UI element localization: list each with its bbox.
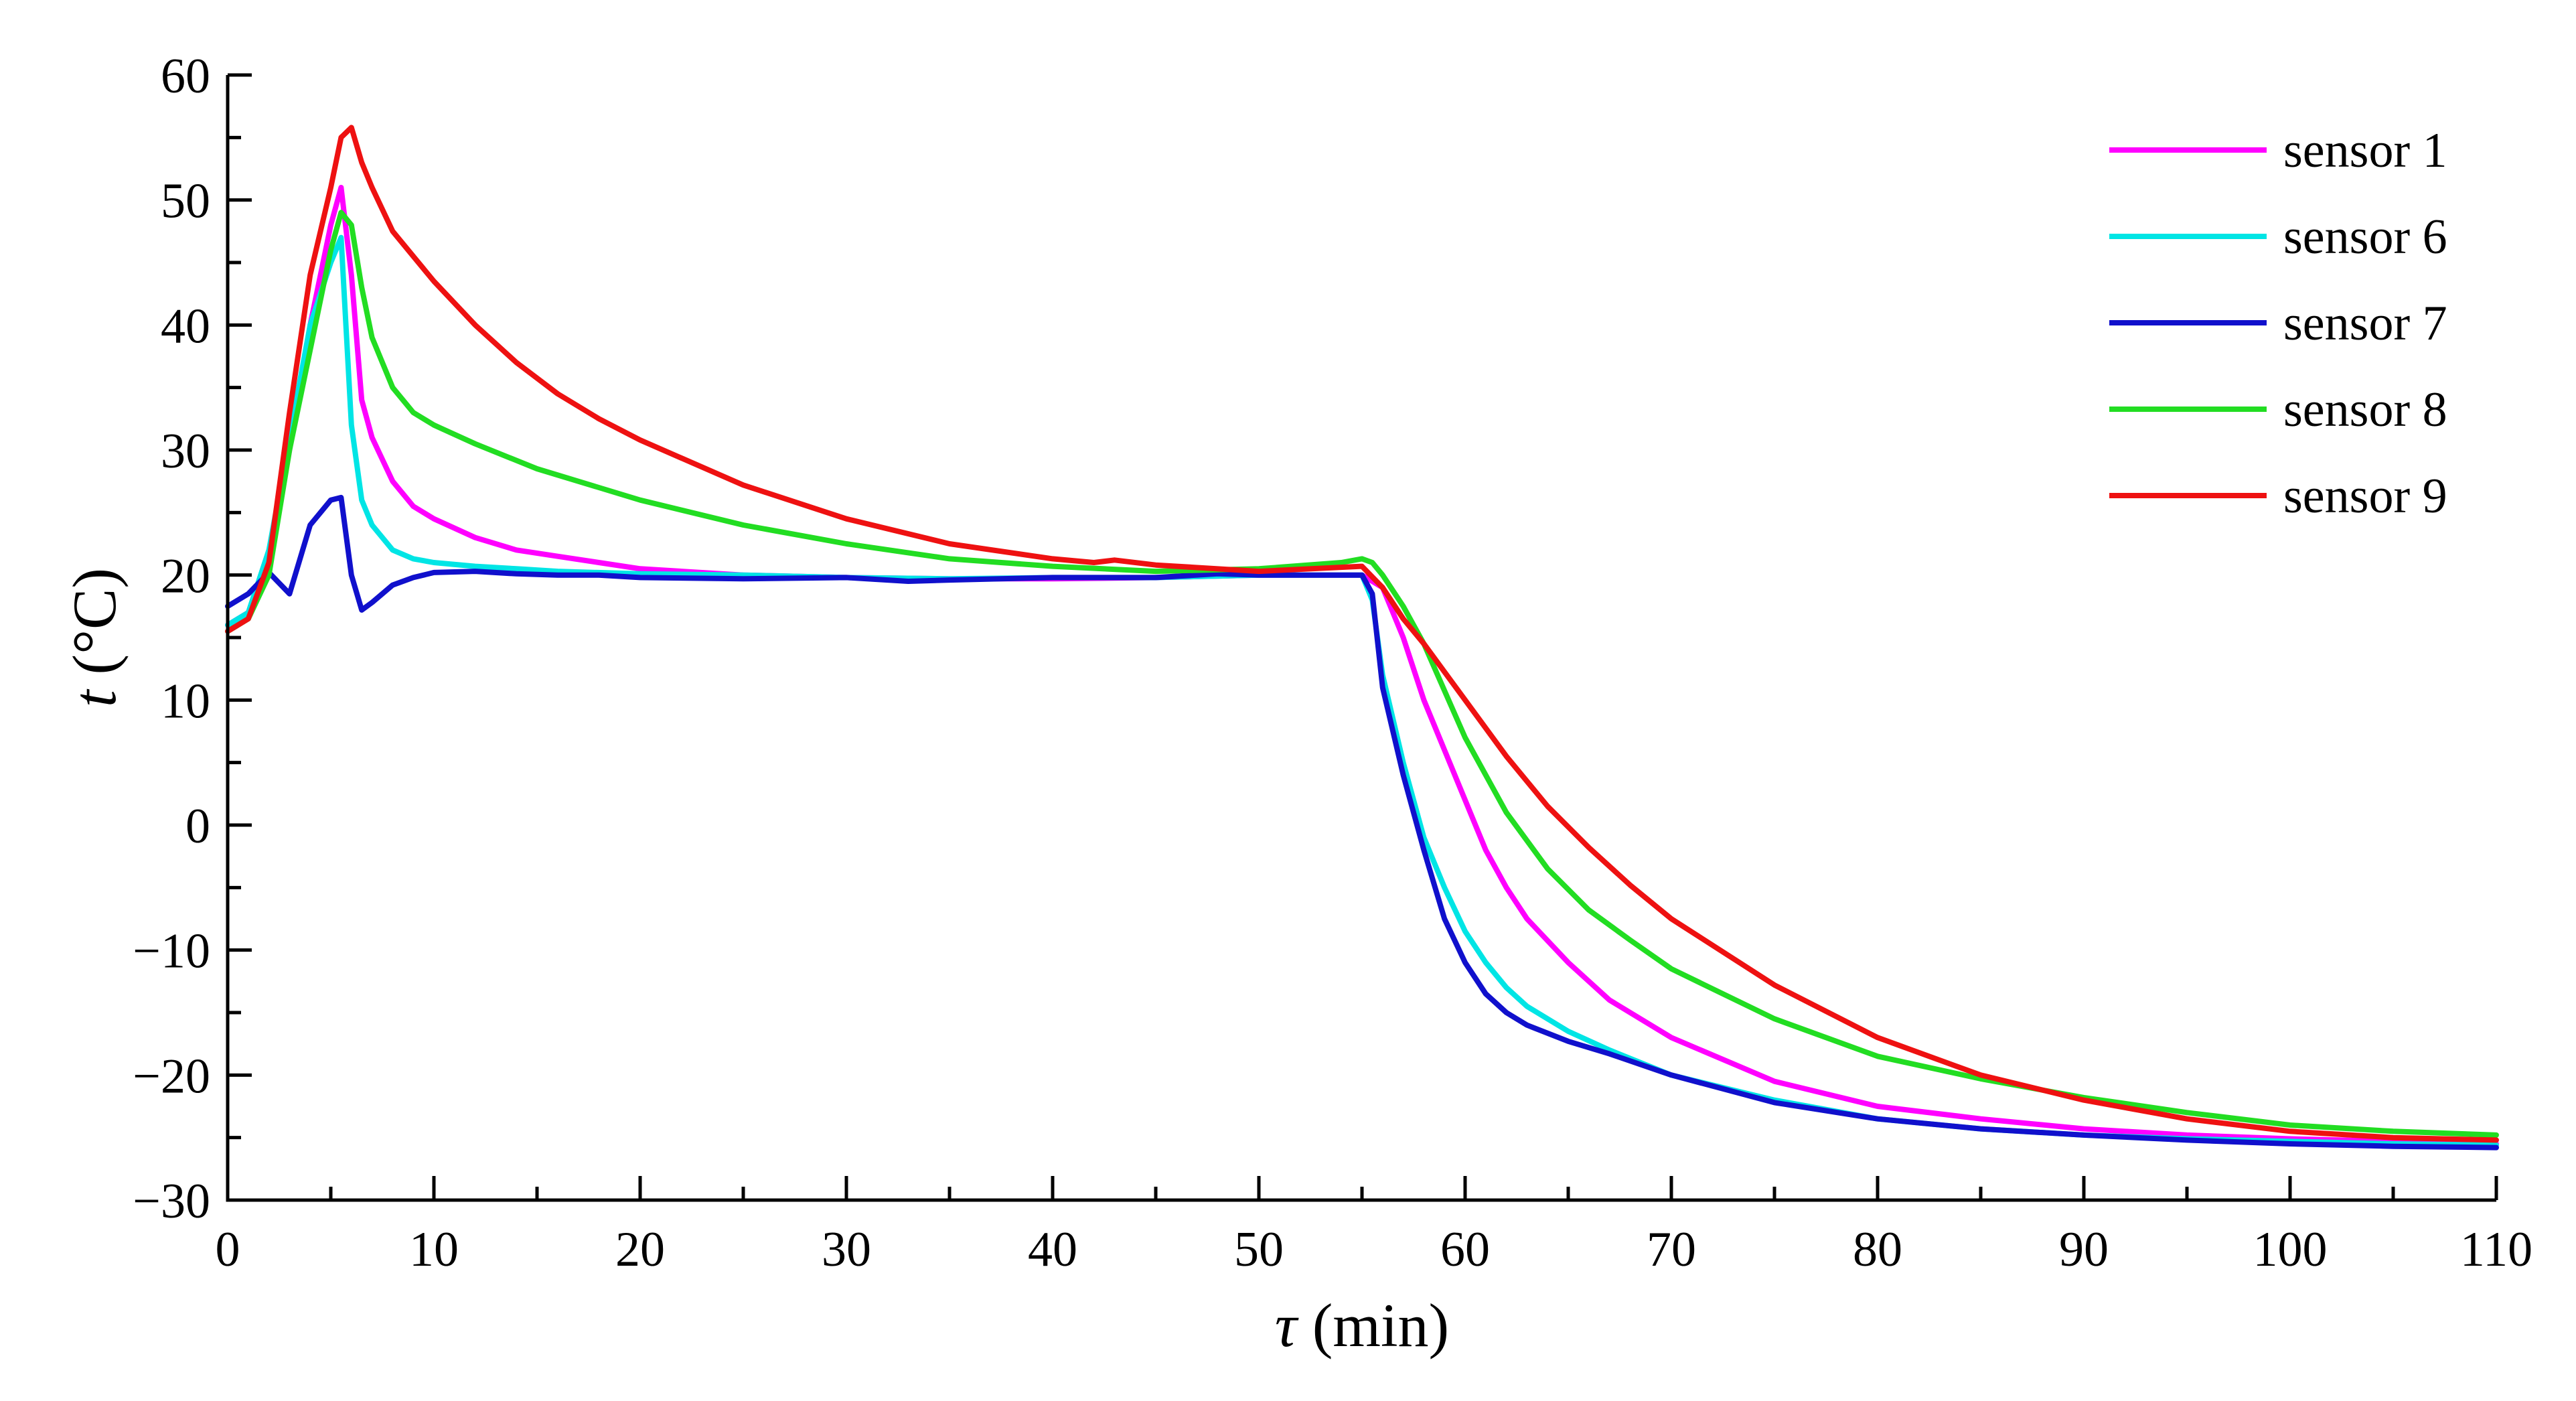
x-tick-label: 100 <box>2253 1222 2328 1277</box>
axis-tick-labels: 0 10 20 30 40 50 60 70 80 90 100 110 −30 −20 −10 0 10 20 3… <box>133 49 2532 1277</box>
series-line-sensor-9 <box>225 125 2499 1143</box>
y-tick-label: 50 <box>161 174 210 229</box>
y-axis-unit: °C <box>60 589 129 654</box>
series-line-sensor-1 <box>225 185 2499 1147</box>
x-tick-label: 70 <box>1647 1222 1696 1277</box>
x-tick-label: 30 <box>822 1222 871 1277</box>
x-tick-label: 90 <box>2059 1222 2109 1277</box>
y-tick-label: 20 <box>161 549 210 604</box>
legend-label: sensor 9 <box>2283 469 2447 524</box>
y-tick-label: 60 <box>161 49 210 104</box>
y-axis-title: t (°C) <box>60 568 129 707</box>
y-axis-close-paren: ) <box>60 568 129 589</box>
series-line-sensor-8 <box>225 210 2499 1138</box>
series-line-sensor-6 <box>225 234 2499 1148</box>
series-lines <box>225 125 2499 1151</box>
legend: sensor 1 sensor 6 sensor 7 sensor 8 sensor 9 <box>2109 123 2447 524</box>
legend-label: sensor 8 <box>2283 382 2447 437</box>
y-tick-label: −20 <box>133 1049 210 1104</box>
x-tick-label: 10 <box>409 1222 459 1277</box>
x-tick-label: 50 <box>1234 1222 1284 1277</box>
y-tick-label: 0 <box>185 799 210 854</box>
x-tick-label: 0 <box>216 1222 240 1277</box>
legend-label: sensor 1 <box>2283 123 2447 178</box>
x-tick-label: 110 <box>2460 1222 2532 1277</box>
y-tick-label: 10 <box>161 674 210 729</box>
legend-label: sensor 7 <box>2283 296 2447 351</box>
x-tick-label: 60 <box>1440 1222 1490 1277</box>
legend-item: sensor 7 <box>2109 296 2447 351</box>
legend-item: sensor 1 <box>2109 123 2447 178</box>
axis-ticks <box>226 73 2498 1202</box>
y-axis-open-paren: ( <box>60 654 129 690</box>
x-axis-variable: τ <box>1275 1291 1299 1359</box>
x-axis-title: τ (min) <box>1275 1291 1449 1359</box>
y-tick-label: 40 <box>161 299 210 354</box>
legend-item: sensor 9 <box>2109 469 2447 524</box>
x-tick-label: 40 <box>1028 1222 1077 1277</box>
series-line-sensor-7 <box>225 494 2499 1151</box>
axis-lines <box>226 75 2496 1202</box>
y-axis-variable: t <box>60 688 129 707</box>
x-tick-label: 80 <box>1853 1222 1902 1277</box>
x-tick-label: 20 <box>615 1222 665 1277</box>
y-tick-label: −10 <box>133 924 210 979</box>
x-axis-unit: (min) <box>1297 1291 1449 1359</box>
y-tick-label: −30 <box>133 1174 210 1229</box>
y-tick-label: 30 <box>161 424 210 479</box>
legend-item: sensor 6 <box>2109 210 2447 265</box>
legend-label: sensor 6 <box>2283 210 2447 265</box>
legend-item: sensor 8 <box>2109 382 2447 437</box>
